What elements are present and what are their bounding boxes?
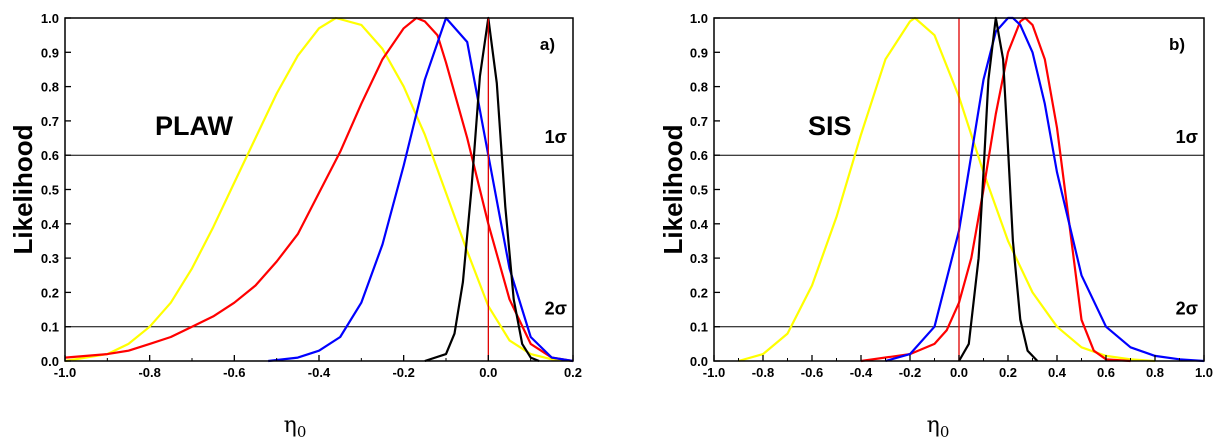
sigma-label-1: 1σ [1176, 127, 1198, 147]
y-tick-label: 0.3 [41, 251, 59, 266]
y-tick-label: 0.4 [41, 217, 60, 232]
x-tick-label: 0.0 [479, 365, 497, 380]
panel-tag: b) [1169, 35, 1185, 54]
x-tick-label: -0.2 [392, 365, 414, 380]
x-axis-title: η0 [927, 413, 950, 439]
y-tick-label: 0.8 [690, 80, 708, 95]
x-tick-label: -0.4 [308, 365, 331, 380]
x-tick-label: -0.8 [138, 365, 160, 380]
y-tick-label: 0.7 [690, 114, 708, 129]
y-tick-label: 0.7 [41, 114, 59, 129]
y-tick-label: 0.5 [41, 183, 59, 198]
series-line-2 [64, 16, 574, 363]
x-tick-label: 0.2 [999, 365, 1017, 380]
x-tick-label: 0.2 [564, 365, 582, 380]
y-tick-label: 1.0 [41, 11, 59, 26]
y-tick-label: 0.3 [690, 251, 708, 266]
y-tick-label: 0.6 [41, 148, 59, 163]
chart-panel-b: -1.0 -0.8 -0.6 -0.4 -0.2 0.0 0.2 0.4 0.6 0.8 1.0 0.… [658, 11, 1213, 439]
series-line-1 [64, 16, 574, 363]
x-axis-title: η0 [284, 413, 307, 439]
y-tick-label: 0.4 [690, 217, 709, 232]
sigma-label-2: 2σ [1176, 299, 1198, 319]
x-tick-label: -0.8 [752, 365, 774, 380]
model-annotation: PLAW [155, 111, 234, 141]
y-tick-label: 0.9 [41, 45, 59, 60]
x-tick-label: 0.0 [950, 365, 968, 380]
y-tick-label: 0.9 [690, 45, 708, 60]
panel-tag: a) [540, 35, 555, 54]
series-line-2 [860, 16, 1131, 363]
y-tick-label: 0.0 [690, 354, 708, 369]
x-tick-label: 0.6 [1097, 365, 1115, 380]
y-tick-label: 0.0 [41, 354, 59, 369]
plot-frame [64, 17, 574, 362]
series-line-3 [268, 16, 574, 363]
x-axis-title-subscript: 0 [297, 423, 307, 439]
x-axis-title-symbol: η [284, 413, 297, 438]
x-tick-label: 0.4 [1048, 365, 1067, 380]
x-tick-label: 1.0 [1195, 365, 1213, 380]
y-tick-label: 0.2 [690, 285, 708, 300]
y-axis-title: Likelihood [658, 125, 688, 255]
y-axis-title: Likelihood [8, 125, 38, 255]
chart-panel-a: -1.0 -0.8 -0.6 -0.4 -0.2 0.0 0.2 0.0 0.1 0.2 0.3 0.… [8, 11, 582, 439]
model-annotation: SIS [808, 111, 852, 141]
y-tick-label: 0.2 [41, 285, 59, 300]
y-tick-label: 1.0 [690, 11, 708, 26]
x-axis-title-symbol: η [927, 413, 940, 438]
sigma-label-2: 2σ [545, 299, 567, 319]
sigma-label-1: 1σ [545, 127, 567, 147]
x-axis-title-subscript: 0 [940, 423, 950, 439]
series-line-4 [958, 16, 1039, 362]
y-tick-label: 0.5 [690, 183, 708, 198]
x-tick-label: -0.6 [223, 365, 245, 380]
y-tick-label: 0.1 [690, 320, 708, 335]
y-tick-label: 0.6 [690, 148, 708, 163]
x-tick-label: -0.6 [801, 365, 823, 380]
x-tick-label: -1.0 [54, 365, 76, 380]
y-tick-label: 0.8 [41, 80, 59, 95]
x-tick-label: 0.8 [1146, 365, 1164, 380]
y-tick-label: 0.1 [41, 320, 59, 335]
x-tick-label: -0.2 [899, 365, 921, 380]
series-line-1 [738, 16, 1156, 363]
x-tick-label: -1.0 [703, 365, 725, 380]
x-tick-label: -0.4 [850, 365, 873, 380]
